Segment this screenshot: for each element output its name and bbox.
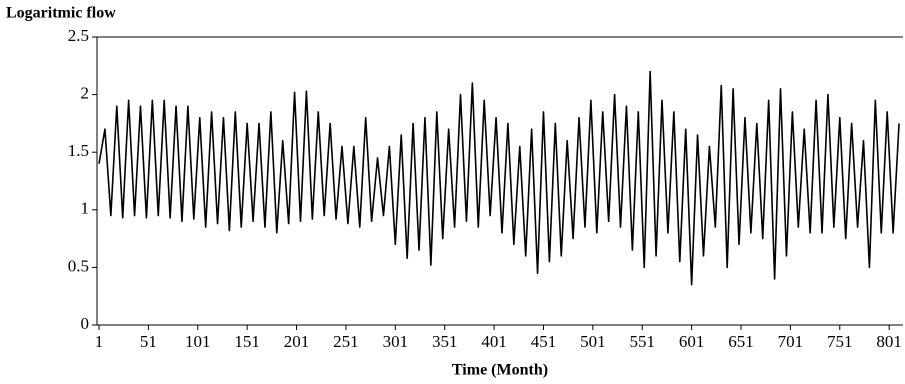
x-tick-label: 151 xyxy=(234,332,260,351)
y-tick-label: 0 xyxy=(81,314,90,333)
y-tick-label: 2.5 xyxy=(68,26,89,45)
x-tick-label: 251 xyxy=(333,332,359,351)
data-line xyxy=(98,70,900,286)
x-tick-label: 401 xyxy=(481,332,507,351)
y-tick-label: 1.5 xyxy=(68,141,89,160)
x-axis-label: Time (Month) xyxy=(452,362,548,379)
x-tick-label: 501 xyxy=(580,332,606,351)
y-tick-label: 2 xyxy=(81,84,90,103)
x-tick-label: 601 xyxy=(679,332,705,351)
x-tick-label: 651 xyxy=(728,332,754,351)
x-tick-label: 551 xyxy=(629,332,655,351)
y-tick-label: 1 xyxy=(81,199,90,218)
x-tick-label: 201 xyxy=(284,332,310,351)
x-tick-label: 351 xyxy=(432,332,458,351)
x-tick-label: 101 xyxy=(185,332,211,351)
x-tick-label: 751 xyxy=(827,332,853,351)
x-tick-label: 801 xyxy=(876,332,902,351)
x-tick-label: 451 xyxy=(531,332,557,351)
y-tick-label: 0.5 xyxy=(68,256,89,275)
chart-title: Logaritmic flow xyxy=(6,5,116,22)
x-tick-label: 301 xyxy=(383,332,409,351)
x-tick-label: 701 xyxy=(778,332,804,351)
x-tick-label: 51 xyxy=(140,332,157,351)
x-tick-label: 1 xyxy=(95,332,104,351)
